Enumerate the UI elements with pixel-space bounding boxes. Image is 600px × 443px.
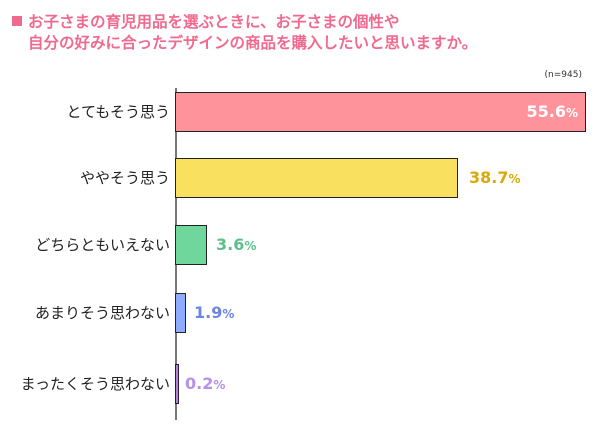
title-line-1: お子さまの育児用品を選ぶときに、お子さまの個性や: [28, 13, 400, 31]
title-line-2: 自分の好みに合ったデザインの商品を購入したいと思いますか。: [28, 34, 478, 52]
bar-row: あまりそう思わない 1.9%: [0, 293, 600, 333]
value-label: 55.6%: [526, 92, 578, 133]
bar-row: まったくそう思わない 0.2%: [0, 364, 600, 404]
value-unit: %: [213, 378, 226, 392]
value-number: 1.9: [194, 303, 223, 322]
bar: [175, 293, 186, 333]
value-number: 0.2: [185, 374, 214, 393]
bar: [175, 158, 458, 198]
title-square-icon: [12, 16, 22, 26]
bar-row: とてもそう思う 55.6%: [0, 92, 600, 132]
value-label: 1.9%: [194, 293, 234, 334]
value-label: 0.2%: [185, 364, 225, 405]
value-unit: %: [508, 172, 521, 186]
bar-row: どちらともいえない 3.6%: [0, 225, 600, 265]
category-label: まったくそう思わない: [20, 375, 170, 393]
value-number: 55.6: [526, 102, 566, 121]
value-unit: %: [222, 307, 235, 321]
bar: [175, 225, 207, 265]
category-label: あまりそう思わない: [34, 304, 170, 322]
bar: [175, 364, 179, 404]
value-number: 38.7: [469, 168, 509, 187]
value-unit: %: [244, 239, 257, 253]
value-unit: %: [565, 106, 578, 120]
category-label: ややそう思う: [79, 169, 170, 187]
value-label: 38.7%: [469, 158, 521, 199]
bar-row: ややそう思う 38.7%: [0, 158, 600, 198]
category-label: どちらともいえない: [35, 236, 170, 254]
sample-size: (n=945): [544, 70, 582, 80]
bar: [175, 92, 586, 132]
value-label: 3.6%: [216, 225, 256, 266]
category-label: とてもそう思う: [66, 103, 170, 121]
value-number: 3.6: [216, 235, 245, 254]
chart-title: お子さまの育児用品を選ぶときに、お子さまの個性や 自分の好みに合ったデザインの商…: [12, 12, 477, 54]
